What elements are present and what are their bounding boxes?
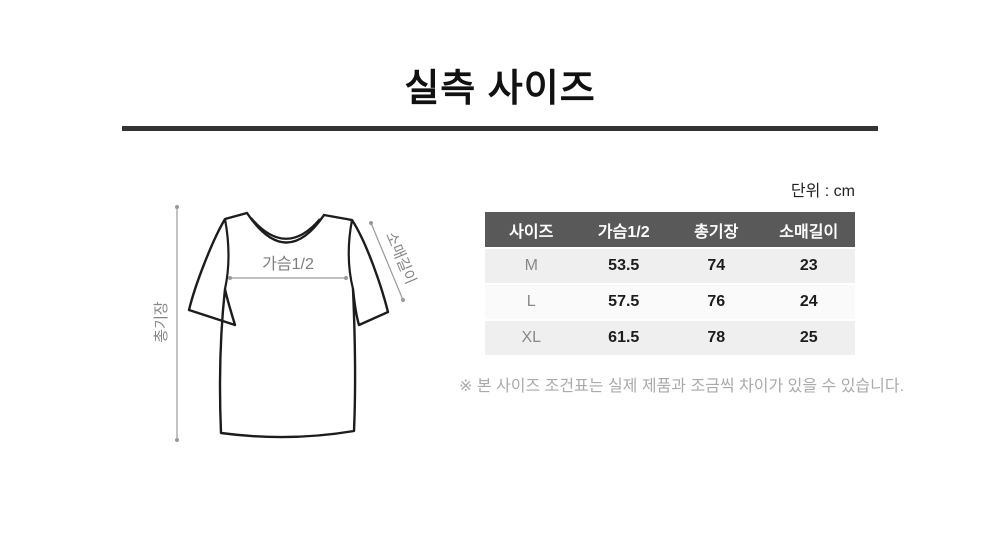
collar-inner-line — [250, 217, 321, 240]
sleeve-value: 24 — [799, 293, 818, 310]
size-row-l: L 57.5 76 24 — [485, 283, 855, 319]
page-title: 실측 사이즈 — [404, 68, 596, 110]
size-row-m: M 53.5 74 23 — [485, 247, 855, 283]
measure-dot — [175, 438, 179, 442]
tshirt-measurement-diagram: 총기장 가슴1/2 소매길이 — [153, 205, 419, 442]
measure-dot — [344, 276, 348, 280]
title-divider — [122, 126, 878, 131]
size-row-xl: XL 61.5 78 25 — [485, 319, 855, 355]
size-table: 사이즈 가슴1/2 총기장 소매길이 M 53.5 74 23 L 57.5 7… — [485, 212, 855, 355]
size-table-header: 사이즈 가슴1/2 총기장 소매길이 — [485, 212, 855, 247]
measure-dot — [175, 205, 179, 209]
measure-dot — [369, 221, 373, 225]
column-header-chest: 가슴1/2 — [597, 223, 650, 241]
chest-half-label: 가슴1/2 — [262, 255, 314, 273]
measure-dot — [401, 298, 405, 302]
size-label: L — [526, 293, 536, 310]
length-value: 74 — [707, 257, 726, 274]
measure-dot — [228, 276, 232, 280]
chest-value: 61.5 — [608, 329, 640, 346]
total-length-label: 총기장 — [153, 301, 170, 343]
column-header-sleeve: 소매길이 — [779, 223, 839, 241]
size-disclaimer: ※ 본 사이즈 조건표는 실제 제품과 조금씩 차이가 있을 수 있습니다. — [459, 378, 905, 395]
unit-label: 단위 : cm — [790, 183, 855, 200]
left-sleeve-seam — [223, 218, 230, 290]
column-header-length: 총기장 — [694, 223, 739, 241]
tshirt-drawing — [187, 211, 390, 439]
sleeve-length-label: 소매길이 — [382, 229, 419, 286]
size-label: XL — [521, 329, 542, 346]
column-header-size: 사이즈 — [509, 223, 554, 241]
chest-value: 57.5 — [608, 293, 640, 310]
length-value: 76 — [707, 293, 726, 310]
chest-value: 53.5 — [608, 257, 640, 274]
right-sleeve-seam — [347, 219, 355, 290]
size-label: M — [524, 257, 538, 274]
sleeve-value: 25 — [799, 329, 818, 346]
length-value: 78 — [707, 329, 726, 346]
sleeve-length-line — [370, 222, 404, 301]
sleeve-value: 23 — [799, 257, 818, 274]
